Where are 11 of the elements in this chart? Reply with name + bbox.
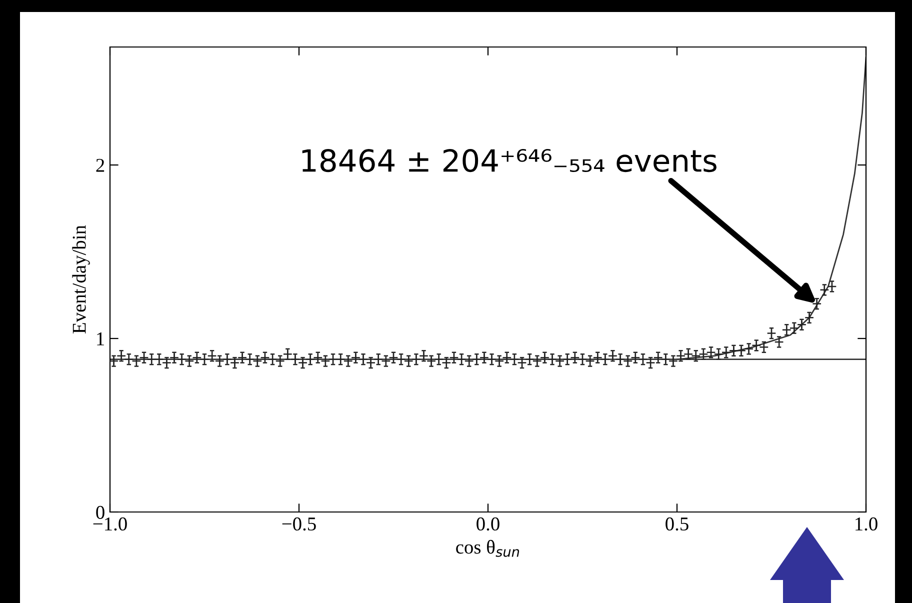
x-axis-title: cos θ$_{sun}$: [456, 540, 520, 557]
x-tick-label: 0.0: [476, 517, 500, 531]
y-axis-title: Event/day/bin: [72, 225, 90, 334]
y-tick-label: 0: [96, 506, 104, 519]
x-tick-label: −0.5: [282, 517, 316, 531]
y-tick-label: 1: [97, 332, 104, 346]
y-tick-label: 2: [96, 158, 104, 172]
x-tick-label: 0.5: [666, 517, 688, 531]
x-tick-label: 1.0: [856, 517, 878, 531]
x-tick-label: −1.0: [93, 517, 127, 531]
annotation: 18464 ± 204⁺⁶⁴⁶₋₅₅₄ events: [302, 149, 716, 172]
